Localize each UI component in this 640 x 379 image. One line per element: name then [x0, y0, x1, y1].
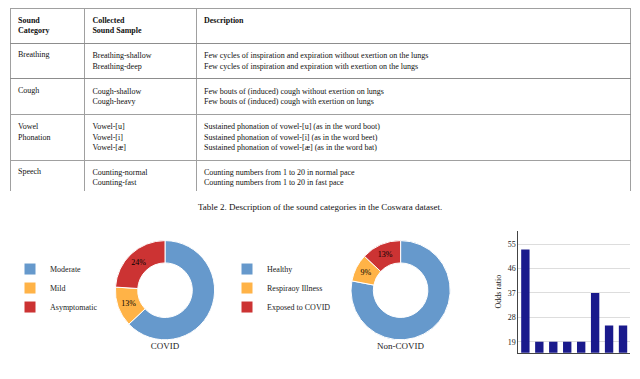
- svg-text:Breathing-shallowBreathing-dee: Breathing-shallowBreathing-deep: [92, 51, 151, 70]
- svg-text:Cough-shallowCough-heavy: Cough-shallowCough-heavy: [92, 87, 141, 106]
- svg-text:Few cycles of inspiration and: Few cycles of inspiration and expiration…: [204, 51, 428, 70]
- svg-text:19: 19: [508, 338, 516, 347]
- svg-text:55: 55: [508, 240, 516, 249]
- svg-text:Asymptomatic: Asymptomatic: [50, 303, 98, 312]
- svg-text:13%: 13%: [121, 299, 136, 308]
- svg-text:Vowel-[u]Vowel-[i]Vowel-[æ]: Vowel-[u]Vowel-[i]Vowel-[æ]: [92, 122, 126, 152]
- svg-text:Counting numbers from 1 to 20: Counting numbers from 1 to 20 in normal …: [204, 168, 355, 187]
- svg-text:Sustained phonation of vowel-[: Sustained phonation of vowel-[u] (as in …: [204, 122, 380, 152]
- svg-text:SoundCategory: SoundCategory: [18, 16, 50, 35]
- svg-text:Description: Description: [204, 16, 244, 25]
- svg-text:Cough: Cough: [18, 86, 39, 95]
- svg-text:Respiraoy Illness: Respiraoy Illness: [267, 284, 322, 293]
- svg-text:Table 2. Description of the so: Table 2. Description of the sound catego…: [198, 202, 442, 212]
- svg-text:9%: 9%: [361, 268, 372, 277]
- svg-text:Few bouts of (induced) cough w: Few bouts of (induced) cough without exe…: [204, 87, 384, 106]
- svg-text:CollectedSound Sample: CollectedSound Sample: [92, 16, 142, 35]
- svg-text:Non-COVID: Non-COVID: [377, 341, 424, 351]
- svg-text:Exposed to COVID: Exposed to COVID: [267, 303, 330, 312]
- svg-text:Healthy: Healthy: [267, 265, 292, 274]
- svg-text:24%: 24%: [131, 258, 146, 267]
- svg-text:46: 46: [508, 264, 516, 273]
- svg-text:COVID: COVID: [151, 341, 180, 351]
- svg-text:Counting-normalCounting-fast: Counting-normalCounting-fast: [92, 168, 148, 187]
- svg-text:Speech: Speech: [18, 167, 41, 176]
- svg-text:VowelPhonation: VowelPhonation: [18, 122, 50, 141]
- svg-text:13%: 13%: [378, 250, 393, 259]
- svg-text:Mild: Mild: [50, 284, 66, 293]
- svg-text:Breathing: Breathing: [18, 50, 50, 59]
- svg-text:37: 37: [508, 289, 516, 298]
- svg-text:Odds ratio: Odds ratio: [494, 275, 503, 309]
- svg-text:Moderate: Moderate: [50, 265, 81, 274]
- svg-text:28: 28: [508, 313, 516, 322]
